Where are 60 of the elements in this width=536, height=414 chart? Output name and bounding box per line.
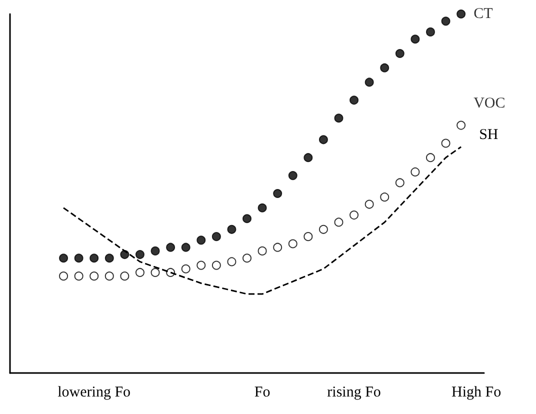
series-label: CT [474,6,493,22]
point [135,268,144,277]
point [334,114,344,123]
point [104,254,114,263]
point [104,272,114,281]
point [150,268,160,277]
point [364,200,374,209]
point [441,16,450,26]
series-label: SH [479,126,498,143]
point [181,264,190,274]
point [273,189,282,198]
x-tick-label: High Fo [452,384,502,400]
point [212,260,221,270]
point [350,210,359,220]
point [380,63,390,72]
point [364,78,374,87]
point [90,272,99,281]
point [227,224,236,234]
point [456,10,466,18]
point [395,178,404,188]
series-label: VOC [474,95,506,112]
point [258,246,267,256]
point [242,254,252,263]
point [288,239,298,248]
point [334,218,344,227]
point [120,250,130,260]
point [212,232,221,242]
point [258,203,267,212]
point [426,153,435,162]
point [304,153,313,162]
point [196,236,206,245]
x-tick-label: lowering Fo [58,384,131,400]
point [181,242,190,252]
point [74,254,84,263]
point [196,260,206,270]
point [242,214,252,224]
point [166,242,176,252]
point [74,272,84,281]
point [350,96,359,105]
x-tick-label: rising Fo [327,384,381,400]
point [90,254,99,263]
point [273,242,282,252]
point [441,138,450,148]
point [410,167,420,176]
point [426,27,435,36]
point [150,246,160,256]
point [135,250,144,260]
point [59,272,68,281]
point [120,272,130,281]
point [227,257,236,266]
x-tick-label: Fo [254,384,270,400]
point [288,171,298,180]
point [456,120,466,130]
point [380,192,390,202]
point [318,135,328,144]
point [304,232,313,242]
point [318,224,328,234]
point [410,34,420,44]
point [59,254,68,263]
point [395,48,404,58]
